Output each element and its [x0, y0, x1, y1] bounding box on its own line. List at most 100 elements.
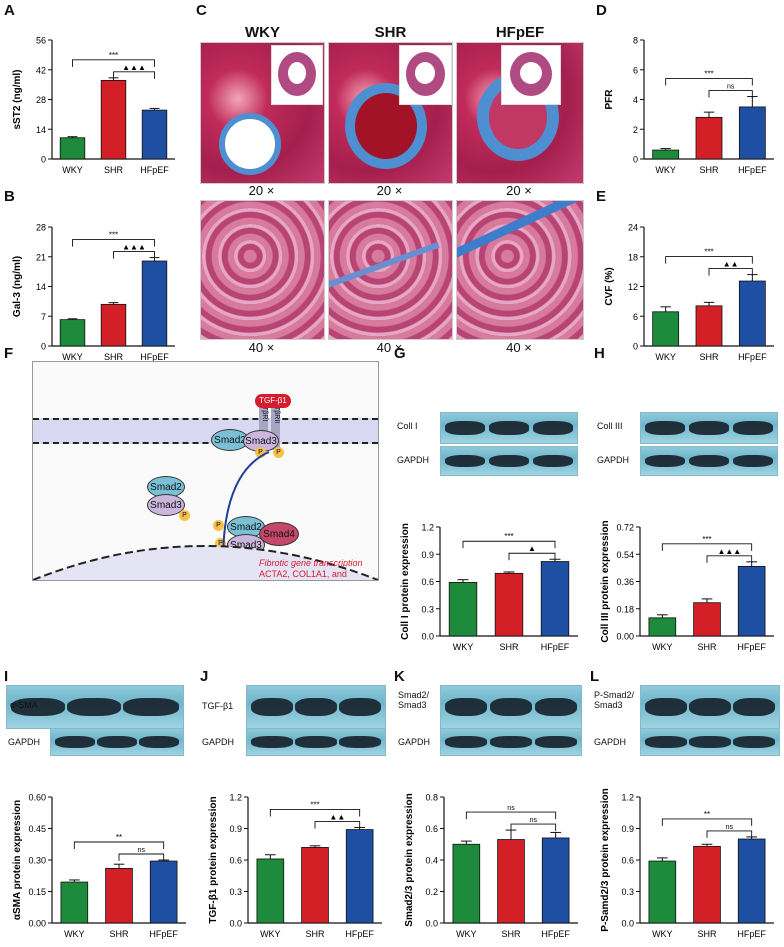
y-tick-label: 56 [36, 36, 46, 46]
blot-smad23 [440, 685, 582, 729]
y-tick-label: 0.30 [28, 856, 46, 866]
y-tick-label: 1.2 [621, 793, 634, 803]
bar-shr [105, 868, 133, 924]
bar-shr [301, 847, 329, 924]
cell-membrane [33, 418, 378, 444]
y-axis-label: PFR [604, 89, 615, 110]
panel-label-e: E [596, 188, 607, 205]
phospho-p-5: P [215, 538, 226, 549]
significance-label: ▲▲▲ [122, 243, 146, 252]
y-tick-label: 0.0 [621, 919, 634, 929]
histo-image-hfpef-40x [456, 200, 584, 340]
bar-hfpef [737, 565, 766, 637]
blot-label-coll3: Coll III [597, 421, 623, 431]
bar-wky [648, 860, 677, 924]
x-tick-label: HFpEF [541, 642, 570, 652]
bar-wky [448, 582, 478, 637]
bar-hfpef [737, 838, 766, 924]
blot-label-gapdh-h: GAPDH [597, 455, 630, 465]
phospho-p-3: P [179, 510, 190, 521]
x-tick-label: WKY [655, 165, 676, 175]
y-tick-label: 0.6 [621, 856, 634, 866]
bar-shr [497, 839, 525, 924]
blot-gapdh-g [440, 446, 578, 476]
chart-tgfb1: 0.0 0.3 0.6 0.9 1.2 TGF-β1 protein expression… [208, 793, 382, 939]
smad4-complex: Smad4 [259, 522, 299, 546]
x-tick-label: SHR [499, 642, 519, 652]
x-tick-label: HFpEF [140, 352, 169, 362]
histo-col-wky: WKY [245, 24, 280, 41]
x-tick-label: WKY [456, 929, 477, 939]
y-axis-label: P-Samd2/3 protein expression [600, 788, 611, 931]
histo-image-shr-40x [328, 200, 453, 340]
significance-bracket [465, 811, 557, 820]
y-tick-label: 1.2 [421, 523, 434, 533]
x-tick-label: WKY [652, 642, 673, 652]
mag-label-shr-40x: 40 × [376, 340, 403, 355]
significance-label: *** [109, 231, 118, 240]
y-tick-label: 0.00 [616, 632, 634, 642]
y-tick-label: 14 [36, 282, 46, 292]
x-tick-label: SHR [104, 165, 124, 175]
y-tick-label: 0 [633, 342, 638, 352]
significance-bracket [72, 59, 155, 67]
significance-bracket [708, 268, 753, 276]
bar-hfpef [141, 109, 168, 160]
panel-label-c: C [196, 2, 207, 19]
tgf-smad-pathway-diagram: TβRI TβRII TGF-β1 Smad2 Smad3 P P Smad2 … [32, 361, 379, 581]
x-tick-label: WKY [62, 352, 83, 362]
significance-bracket [665, 78, 753, 86]
significance-bracket [661, 818, 753, 826]
blot-tgfb1 [246, 685, 386, 729]
y-tick-label: 0.72 [616, 523, 634, 533]
x-tick-label: WKY [655, 352, 676, 362]
smad2-membrane: Smad2 [211, 429, 249, 451]
blot-gapdh-k [440, 728, 582, 756]
y-tick-label: 0.60 [28, 793, 46, 803]
panel-label-k: K [394, 668, 405, 685]
y-tick-label: 0.36 [616, 577, 634, 587]
chart-asma: 0.00 0.15 0.30 0.45 0.60 αSMA protein express… [12, 793, 186, 939]
y-axis-label: Coll I protein expression [400, 523, 411, 640]
panel-label-d: D [596, 2, 607, 19]
bar-shr [693, 845, 721, 924]
significance-bracket [72, 239, 155, 247]
bar-wky [648, 617, 677, 637]
ligand-tgfb1: TGF-β1 [255, 394, 291, 408]
mag-label-hfpef-40x: 40 × [506, 340, 532, 355]
x-tick-label: SHR [501, 929, 521, 939]
y-tick-label: 0.4 [425, 856, 438, 866]
bar-hfpef [541, 837, 570, 924]
y-tick-label: 8 [633, 36, 638, 46]
bar-hfpef [345, 829, 374, 924]
panel-label-l: L [590, 668, 600, 685]
y-tick-label: 0.9 [621, 824, 634, 834]
bar-wky [652, 149, 680, 160]
y-tick-label: 0.18 [616, 604, 634, 614]
x-tick-label: SHR [305, 929, 325, 939]
x-tick-label: SHR [109, 929, 129, 939]
panel-label-f: F [4, 345, 14, 362]
y-axis-label: αSMA protein expression [12, 800, 23, 920]
bar-shr [695, 305, 723, 347]
y-tick-label: 12 [628, 282, 638, 292]
chart-pfr: 0 2 4 6 8 PFR WKY SHR HFpEF *** ns [604, 36, 774, 175]
blot-gapdh-j [246, 728, 386, 756]
histo-col-hfpef: HFpEF [495, 24, 545, 41]
significance-label: *** [702, 535, 711, 544]
significance-label: *** [109, 51, 118, 60]
significance-label: ns [530, 817, 538, 824]
receptor-tbri: TβRI [259, 406, 268, 450]
y-tick-label: 0.3 [621, 887, 634, 897]
y-tick-label: 0.9 [229, 824, 242, 834]
blot-gapdh-l [640, 728, 780, 756]
significance-label: *** [310, 800, 319, 809]
significance-label: ns [138, 847, 146, 854]
x-tick-label: SHR [697, 929, 717, 939]
chart-sst2: 0 14 28 42 56 sST2 (ng/ml) WKY SHR HFpEF *** ▲▲▲ [12, 36, 175, 175]
x-tick-label: HFpEF [737, 929, 766, 939]
bar-hfpef [738, 106, 766, 160]
x-tick-label: WKY [64, 929, 85, 939]
y-axis-label: Coll III protein expression [600, 520, 611, 642]
y-axis-label: TGF-β1 protein expression [208, 796, 219, 923]
